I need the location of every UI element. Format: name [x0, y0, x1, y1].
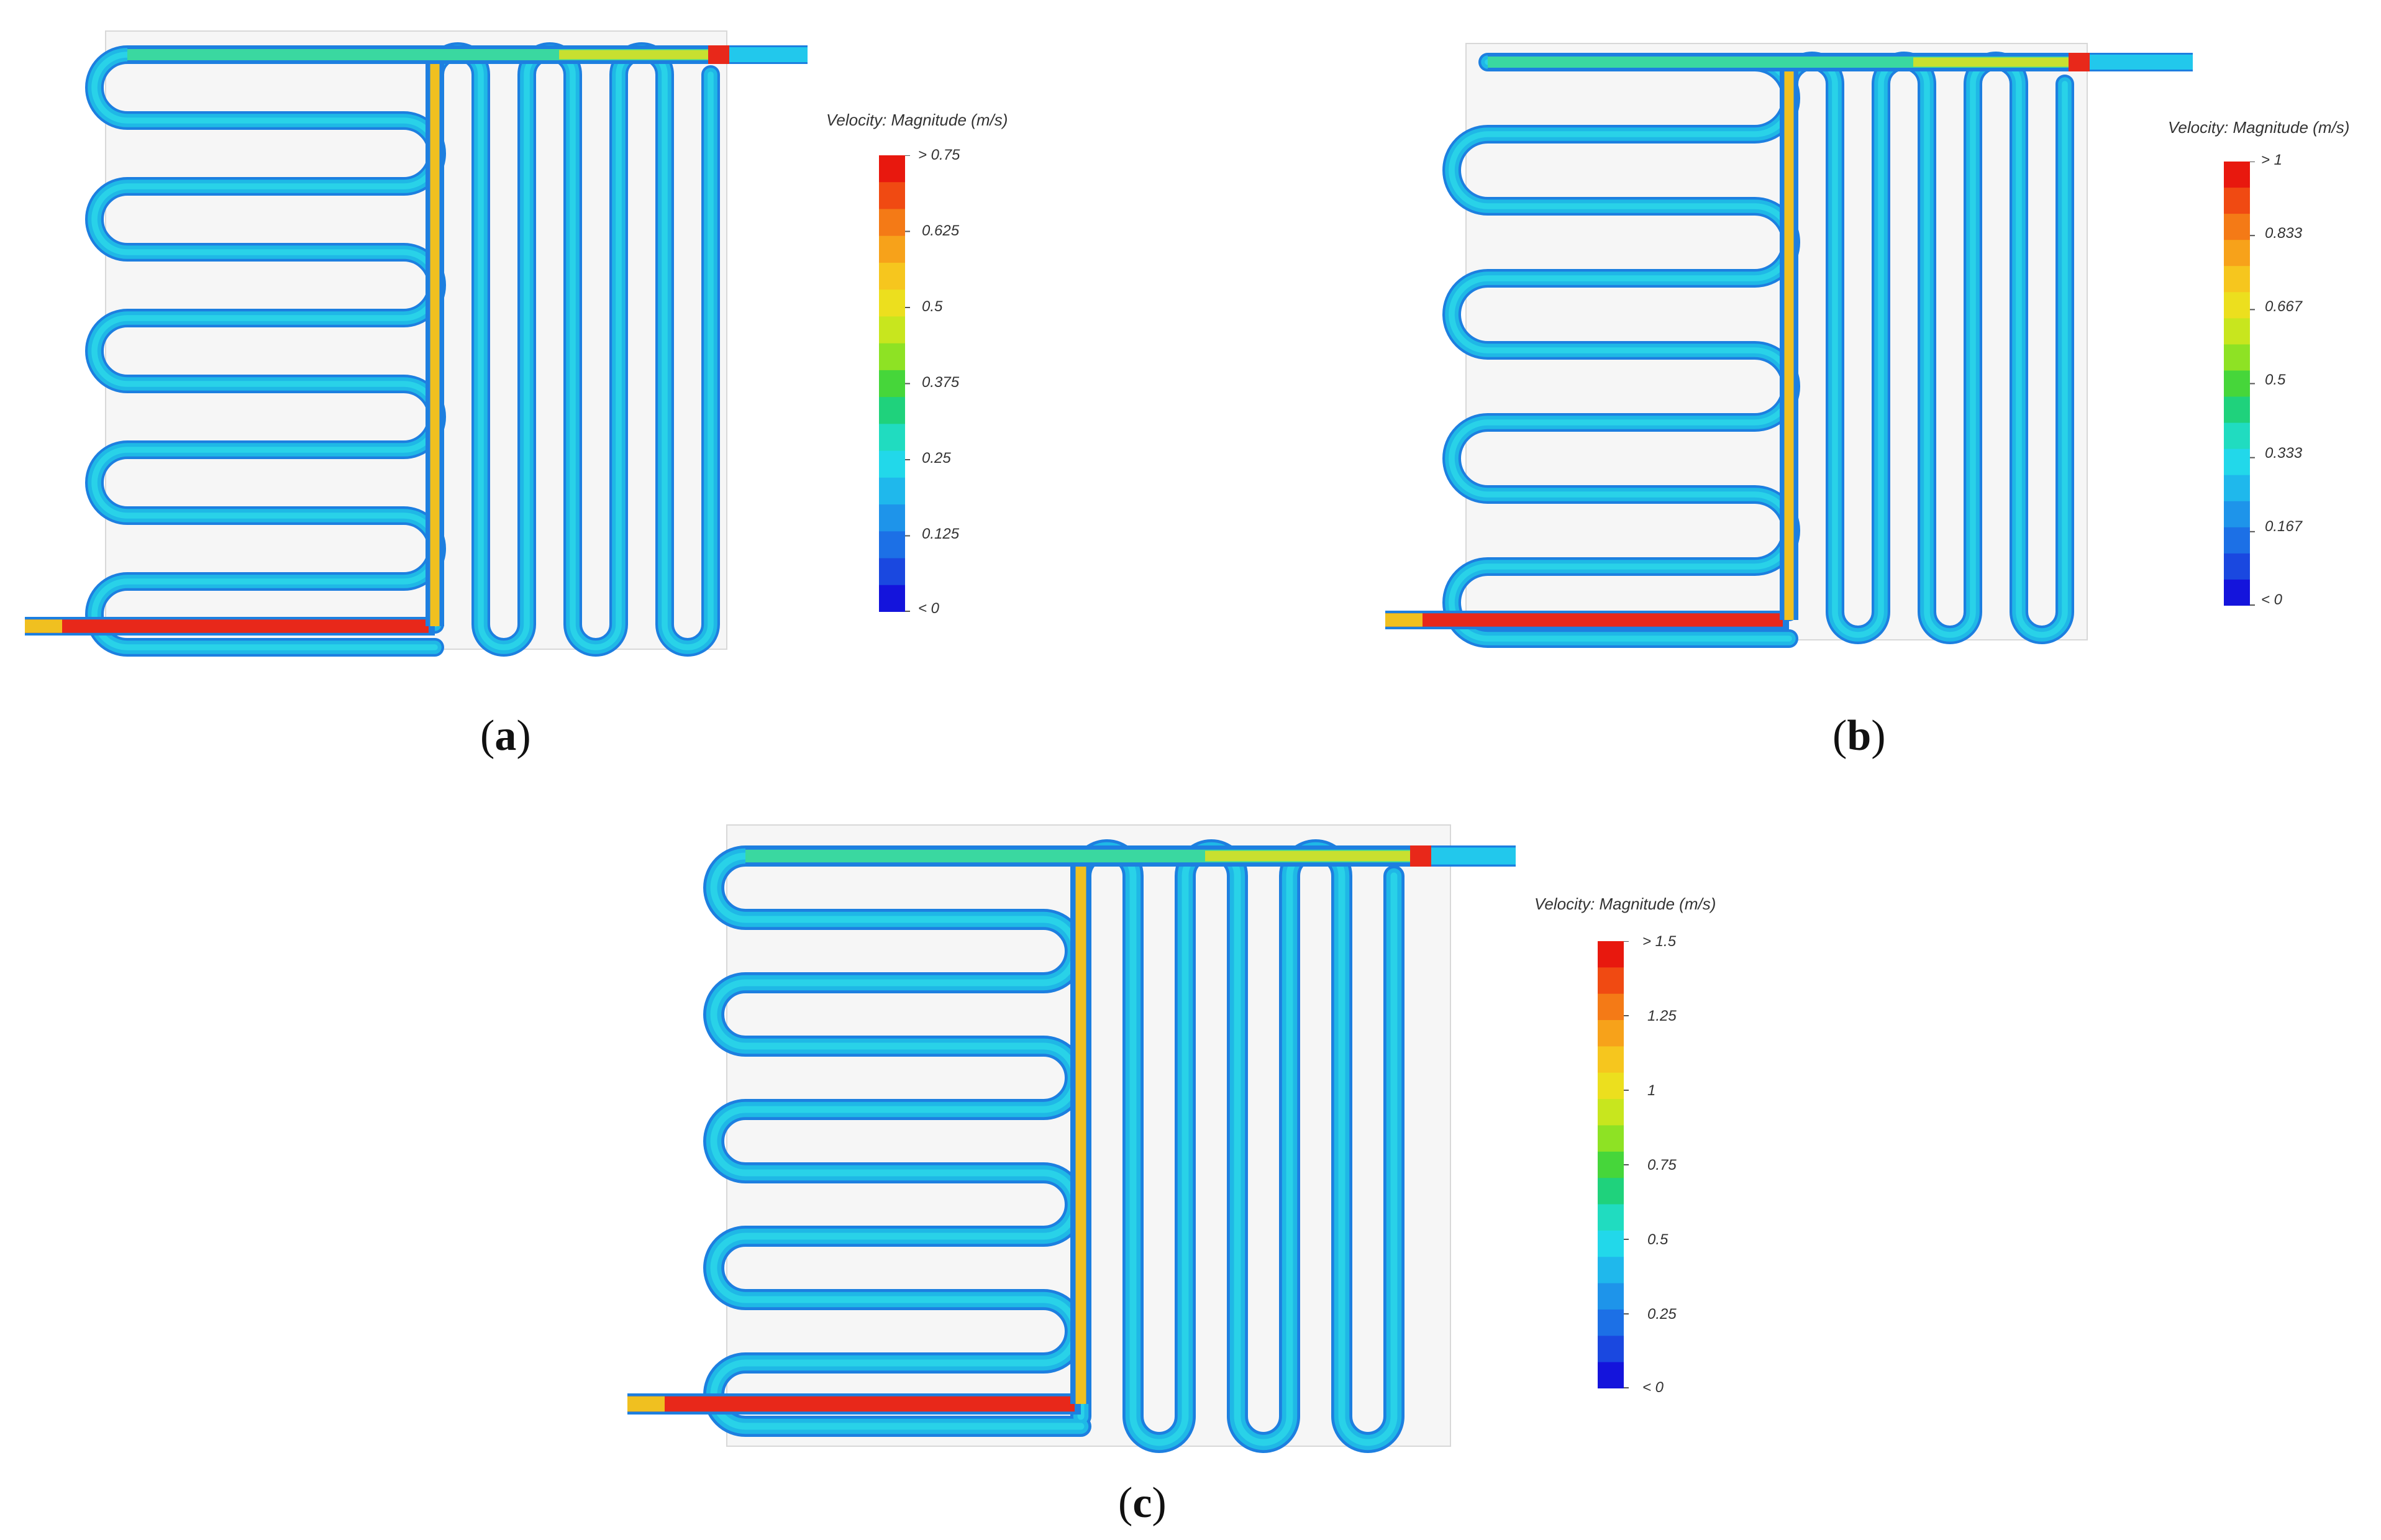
cold-plate [25, 30, 808, 657]
tick-a-5: 0.125 [922, 526, 960, 542]
tick-b-6: < 0 [2261, 591, 2283, 608]
colorbar-band [2224, 396, 2250, 424]
colorbar-band [879, 585, 905, 612]
tick-b-5: 0.167 [2265, 518, 2303, 535]
legend-title-c: Velocity: Magnitude (m/s) [1534, 895, 1716, 913]
colorbar-band [879, 155, 905, 183]
colorbar-band [1598, 1020, 1624, 1047]
tick-a-1: 0.625 [922, 222, 960, 239]
flow-plot-a [25, 30, 808, 657]
colorbar-band [2224, 501, 2250, 528]
colorbar-band [2224, 188, 2250, 215]
colorbar-band [2224, 449, 2250, 476]
colorbar-band [1598, 1230, 1624, 1258]
colorbar-band [879, 235, 905, 263]
colorbar-b [2224, 162, 2255, 606]
colorbar-band [879, 477, 905, 506]
outlet-junction [2069, 53, 2090, 71]
colorbar-band [879, 450, 905, 478]
flow-plot-b [1385, 43, 2193, 648]
colorbar-band [879, 182, 905, 210]
colorbar-band [2224, 214, 2250, 241]
colorbar-band [879, 316, 905, 344]
colorbar-band [1598, 1151, 1624, 1179]
colorbar-band [1598, 1283, 1624, 1310]
caption-a: (a) [480, 712, 531, 760]
cold-plate [627, 824, 1516, 1453]
colorbar-band [2224, 422, 2250, 450]
tick-b-1: 0.833 [2265, 225, 2303, 242]
colorbar-band [879, 343, 905, 371]
tick-c-1: 1.25 [1647, 1008, 1677, 1024]
colorbar-band [2224, 240, 2250, 267]
colorbar-band [1598, 941, 1624, 968]
colorbar-band [879, 289, 905, 317]
cold-plate [1385, 43, 2193, 648]
panel-a: Velocity: Magnitude (m/s) > 0.75 0.625 0… [0, 0, 1180, 770]
tick-b-2: 0.667 [2265, 298, 2303, 315]
caption-b: (b) [1832, 712, 1886, 760]
colorbar-c [1598, 941, 1629, 1388]
caption-c: (c) [1118, 1479, 1167, 1527]
tick-a-0: > 0.75 [918, 147, 960, 163]
tick-b-0: > 1 [2261, 152, 2283, 168]
tick-c-6: < 0 [1642, 1379, 1664, 1396]
channel-right-serpentine [1077, 846, 1398, 1446]
tick-a-3: 0.375 [922, 374, 960, 391]
channel-right-serpentine [1786, 58, 2068, 638]
tick-c-4: 0.5 [1647, 1231, 1669, 1248]
tick-a-6: < 0 [918, 600, 940, 617]
colorbar-band [879, 504, 905, 532]
colorbar-band [2224, 579, 2250, 606]
colorbar-band [1598, 993, 1624, 1021]
colorbar-band [2224, 318, 2250, 345]
colorbar-band [879, 370, 905, 398]
colorbar-band [2224, 266, 2250, 293]
colorbar-band [1598, 1178, 1624, 1205]
tick-a-2: 0.5 [922, 298, 943, 315]
colorbar-band [1598, 1336, 1624, 1363]
colorbar-band [1598, 1257, 1624, 1284]
colorbar-band [2224, 370, 2250, 398]
tick-c-3: 0.75 [1647, 1157, 1677, 1173]
colorbar-a [879, 155, 910, 612]
tick-b-3: 0.5 [2265, 371, 2286, 388]
colorbar-band [1598, 1309, 1624, 1337]
colorbar-band [2224, 162, 2250, 189]
colorbar-band [879, 262, 905, 291]
colorbar-band [2224, 292, 2250, 319]
colorbar-band [1598, 1125, 1624, 1152]
flow-plot-c [627, 824, 1516, 1453]
panel-b: Velocity: Magnitude (m/s) > 1 0.833 0.66… [1367, 0, 2381, 770]
colorbar-band [879, 558, 905, 586]
colorbar-band [879, 209, 905, 237]
tick-a-4: 0.25 [922, 450, 951, 467]
outlet-junction [1410, 845, 1431, 867]
legend-title-a: Velocity: Magnitude (m/s) [826, 111, 1008, 129]
colorbar-band [879, 397, 905, 425]
colorbar-band [879, 531, 905, 559]
tick-c-5: 0.25 [1647, 1306, 1677, 1323]
outlet-junction [708, 45, 729, 64]
channel-right-serpentine [432, 48, 714, 650]
colorbar-band [1598, 1204, 1624, 1231]
colorbar-band [1598, 1362, 1624, 1388]
colorbar-band [2224, 344, 2250, 371]
colorbar-band [1598, 1099, 1624, 1126]
colorbar-band [879, 424, 905, 452]
panel-c: Velocity: Magnitude (m/s) > 1.5 1.25 1 0… [621, 808, 1801, 1540]
colorbar-band [2224, 527, 2250, 554]
tick-c-0: > 1.5 [1642, 933, 1677, 950]
colorbar-band [2224, 475, 2250, 502]
colorbar-band [1598, 1072, 1624, 1100]
colorbar-band [2224, 553, 2250, 580]
colorbar-band [1598, 967, 1624, 995]
colorbar-band [1598, 1046, 1624, 1073]
legend-title-b: Velocity: Magnitude (m/s) [2168, 118, 2350, 137]
tick-c-2: 1 [1647, 1082, 1656, 1099]
tick-b-4: 0.333 [2265, 445, 2303, 462]
